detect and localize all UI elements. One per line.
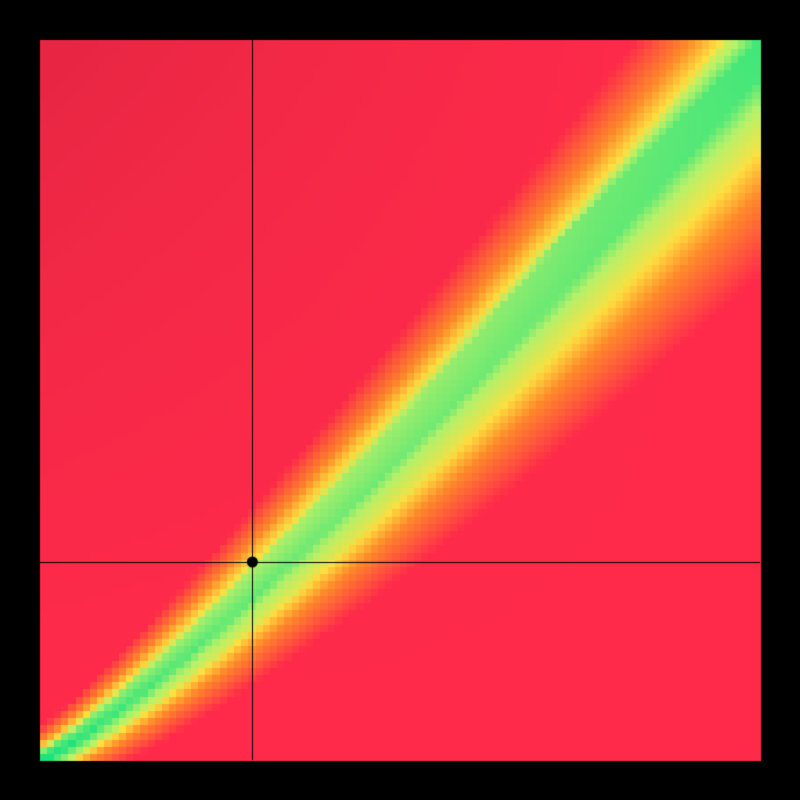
- figure-root: TheBottleneck.com: [0, 0, 800, 800]
- bottleneck-heatmap: [0, 0, 800, 800]
